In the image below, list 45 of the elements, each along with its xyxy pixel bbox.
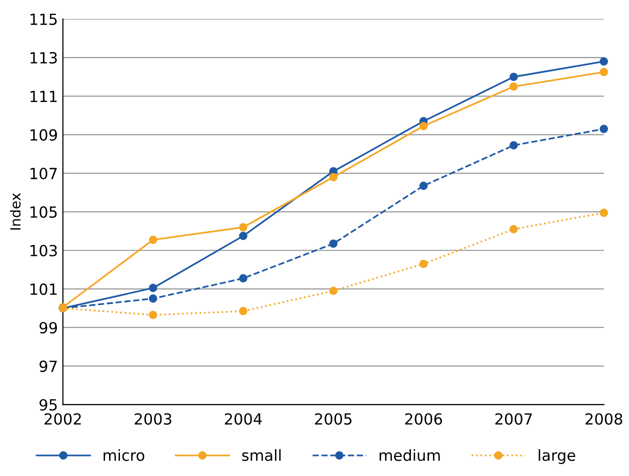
y-tick-label: 97 — [40, 360, 57, 372]
point — [510, 225, 518, 234]
point — [329, 286, 338, 296]
y-tick-label: 111 — [30, 90, 57, 102]
legend-label: micro — [104, 449, 144, 462]
point — [329, 172, 338, 182]
y-tick-label: 113 — [30, 52, 57, 64]
point — [148, 284, 158, 292]
point — [600, 57, 608, 66]
x-tick-label: 2004 — [224, 413, 262, 425]
point — [239, 223, 248, 232]
y-axis-title: Index — [10, 193, 21, 230]
legend-label: small — [242, 449, 281, 462]
point — [239, 232, 248, 240]
point — [419, 260, 428, 268]
x-tick-label: 2006 — [405, 413, 442, 425]
legend-label: medium — [380, 449, 440, 462]
y-tick-label: 115 — [30, 14, 57, 26]
point — [148, 310, 158, 320]
y-tick-label: 103 — [30, 244, 57, 256]
point — [600, 124, 608, 134]
point — [600, 208, 608, 217]
legend-label: large — [538, 449, 576, 464]
point — [239, 274, 248, 282]
x-tick-label: 2005 — [315, 413, 352, 425]
y-tick-label: 101 — [30, 283, 57, 295]
point — [510, 141, 518, 150]
point — [600, 68, 608, 76]
x-tick-label: 2008 — [586, 413, 622, 425]
point — [148, 294, 158, 303]
point — [510, 82, 518, 91]
x-tick-label: 2002 — [44, 413, 81, 425]
x-tick-label: 2003 — [134, 413, 172, 425]
y-tick-label: 105 — [30, 206, 57, 218]
point — [239, 306, 248, 316]
y-tick-label: 99 — [40, 322, 57, 334]
x-tick-label: 2007 — [495, 413, 532, 425]
point — [148, 236, 158, 244]
point — [419, 182, 428, 190]
point — [329, 239, 338, 248]
y-tick-label: 109 — [30, 129, 57, 141]
y-tick-label: 95 — [40, 399, 57, 411]
point — [419, 122, 428, 130]
y-tick-label: 107 — [30, 168, 57, 180]
point — [510, 72, 518, 82]
